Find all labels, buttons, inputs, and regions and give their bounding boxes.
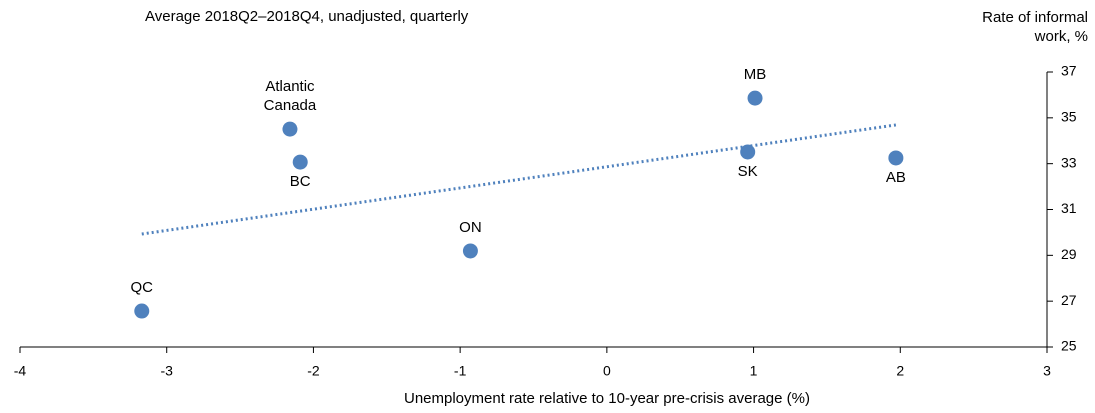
point (747, 90, 763, 106)
y-axis-title: Rate of informal work, % (982, 9, 1088, 45)
x-tick-label: -2 (307, 363, 320, 379)
chart-subtitle: Average 2018Q2–2018Q4, unadjusted, quart… (145, 8, 469, 25)
x-tick-label: 1 (750, 363, 758, 379)
x-tick-label: 3 (1043, 363, 1051, 379)
x-tick-label: -4 (14, 363, 27, 379)
point-label: MB (743, 66, 767, 84)
y-tick-label: 27 (1061, 292, 1077, 308)
point (292, 154, 308, 170)
point (282, 121, 298, 137)
x-tick-label: -3 (160, 363, 173, 379)
point-label: ON (459, 218, 482, 236)
y-tick-label: 25 (1061, 338, 1077, 354)
point-label: SK (737, 162, 758, 180)
trend-line (141, 123, 897, 236)
point (462, 243, 478, 259)
y-tick-label: 35 (1061, 109, 1077, 125)
x-tick-label: 2 (896, 363, 904, 379)
point-label: BC (289, 173, 311, 191)
y-tick-label: 31 (1061, 200, 1077, 216)
x-axis-title: Unemployment rate relative to 10-year pr… (404, 390, 810, 407)
point (740, 144, 756, 160)
point-label: Atlantic Canada (263, 78, 317, 115)
y-tick-label: 29 (1061, 246, 1077, 262)
point (888, 150, 904, 166)
x-tick-label: -1 (454, 363, 467, 379)
y-tick-label: 37 (1061, 63, 1077, 79)
x-tick-label: 0 (603, 363, 611, 379)
point-label: AB (885, 168, 906, 186)
y-tick-label: 33 (1061, 154, 1077, 170)
point-label: QC (130, 279, 154, 297)
point (134, 303, 150, 319)
